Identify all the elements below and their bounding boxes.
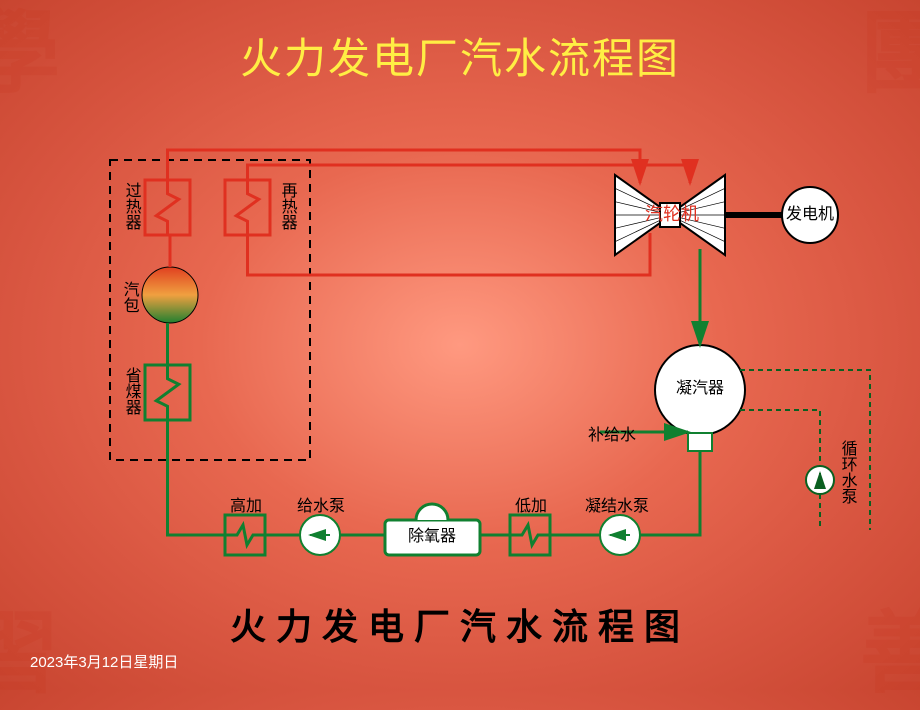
- footer-date: 2023年3月12日星期日: [30, 651, 178, 672]
- label-steam-drum: 汽包: [120, 281, 138, 313]
- label-high-heater: 高加: [230, 498, 262, 516]
- label-condensate-pump: 凝结水泵: [585, 498, 649, 516]
- label-deaerator: 除氧器: [408, 528, 456, 546]
- label-condenser: 凝汽器: [676, 380, 724, 398]
- flow-diagram: [0, 0, 920, 690]
- label-circ-pump: 循环水泵: [838, 440, 856, 504]
- label-low-heater: 低加: [515, 498, 547, 516]
- label-feed-pump: 给水泵: [297, 498, 345, 516]
- page-subtitle: 火力发电厂汽水流程图: [0, 598, 920, 650]
- label-turbine: 汽轮机: [645, 205, 699, 225]
- label-generator: 发电机: [786, 206, 834, 224]
- label-economizer: 省煤器: [122, 367, 140, 415]
- label-reheater: 再热器: [278, 182, 296, 230]
- label-makeup-water: 补给水: [588, 427, 636, 445]
- label-superheater: 过热器: [122, 182, 140, 230]
